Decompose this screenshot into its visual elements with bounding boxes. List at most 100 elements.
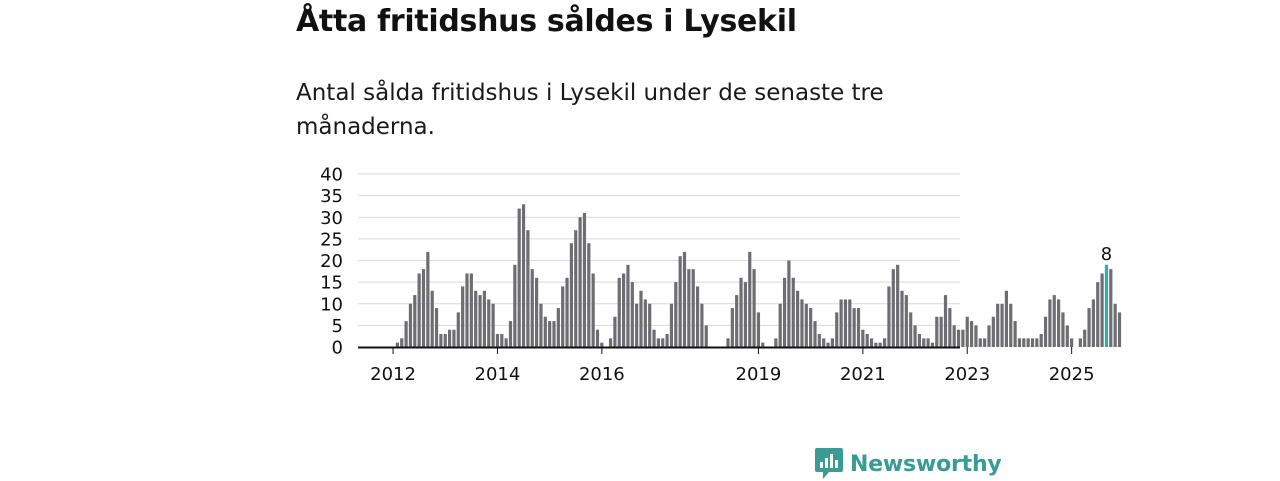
bar (900, 290, 904, 347)
bar (730, 308, 734, 347)
bar (1000, 303, 1004, 347)
bar (561, 286, 565, 347)
bar (843, 299, 848, 347)
bar (417, 273, 421, 347)
chart-title: Åtta fritidshus såldes i Lysekil (296, 4, 797, 39)
bar (778, 303, 782, 347)
bar (430, 290, 434, 347)
bar (695, 286, 700, 347)
bar (961, 329, 965, 347)
bar (874, 342, 878, 347)
bar (943, 295, 948, 347)
bar (482, 290, 486, 347)
bar (748, 251, 752, 347)
bar (1070, 338, 1074, 347)
bar (700, 303, 704, 347)
bar (548, 321, 552, 347)
bar (1109, 269, 1113, 347)
bar (1100, 273, 1104, 347)
bar (1017, 338, 1022, 347)
bar (469, 273, 473, 347)
bar (578, 217, 582, 347)
brand-name: Newsworthy (850, 451, 1002, 477)
bar (678, 256, 682, 347)
bars (395, 204, 1122, 348)
bar (926, 338, 930, 347)
x-tick-label: 2014 (475, 364, 521, 385)
y-tick-label: 10 (320, 294, 343, 315)
bar (495, 334, 500, 347)
bar (774, 338, 778, 347)
bar (809, 308, 813, 347)
gridlines (358, 173, 960, 326)
last-value-label: 8 (1101, 244, 1112, 265)
bar (530, 269, 534, 347)
bar (1013, 321, 1017, 347)
bar (652, 329, 656, 347)
y-tick-label: 25 (320, 229, 343, 250)
bar (635, 303, 639, 347)
bar (891, 269, 895, 347)
bar (1078, 338, 1082, 347)
bar (1009, 303, 1013, 347)
bar (974, 325, 978, 348)
bar (817, 334, 821, 347)
annotations: 8 (1101, 244, 1112, 265)
bar (552, 321, 556, 347)
bar (848, 299, 852, 347)
bar (687, 269, 691, 347)
x-tick-label: 2025 (1049, 364, 1095, 385)
bar (856, 308, 861, 347)
bar (461, 286, 465, 347)
bar (508, 321, 513, 347)
bar (909, 312, 913, 347)
bar (782, 277, 787, 347)
bar (991, 316, 995, 347)
y-tick-label: 15 (320, 273, 343, 294)
bar (639, 290, 643, 347)
bar (704, 325, 708, 348)
y-tick-label: 35 (320, 186, 343, 207)
bar (752, 269, 756, 347)
bar (630, 282, 634, 348)
bar (400, 338, 404, 347)
bar (726, 338, 730, 347)
bar (569, 243, 573, 347)
bar (465, 273, 469, 347)
bar (956, 329, 961, 347)
bar (869, 338, 874, 347)
bar (787, 260, 791, 347)
bar (1035, 338, 1039, 347)
bar (395, 342, 399, 347)
bar (413, 295, 417, 347)
newsworthy-logo-icon (815, 448, 843, 479)
bar (682, 251, 687, 347)
bar (965, 316, 969, 347)
bar (517, 208, 521, 347)
x-tick-label: 2012 (370, 364, 416, 385)
bar (587, 243, 591, 347)
bar (939, 316, 943, 347)
bar (1039, 334, 1043, 347)
bar (622, 273, 626, 347)
bar (648, 303, 652, 347)
bar (439, 334, 443, 347)
bar (883, 338, 887, 347)
bar (556, 308, 560, 347)
bar (1030, 338, 1035, 347)
bar (1052, 295, 1056, 347)
bar (1048, 299, 1052, 347)
bar (1083, 329, 1087, 347)
bar (896, 264, 900, 347)
x-tick-label: 2019 (736, 364, 782, 385)
bar (526, 230, 530, 347)
y-tick-label: 30 (320, 208, 343, 229)
bar (613, 316, 617, 347)
y-tick-label: 20 (320, 251, 343, 272)
bar (487, 299, 491, 347)
bar (791, 277, 795, 347)
bar (656, 338, 660, 347)
bar (565, 277, 569, 347)
bar (665, 334, 669, 347)
bar (1043, 316, 1048, 347)
